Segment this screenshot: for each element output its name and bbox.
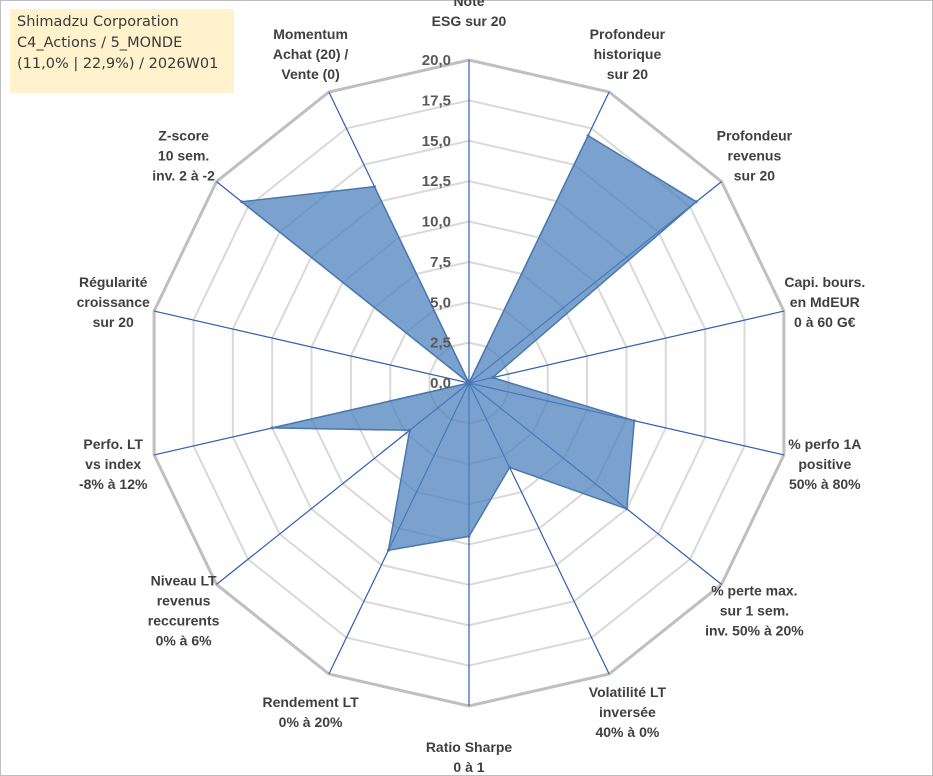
tick-label: 5,0 — [430, 294, 451, 311]
radar-tick-labels: 0,0 2,5 5,0 7,5 10,0 12,5 15,0 17,5 20,0 — [422, 52, 451, 392]
axis-spoke — [468, 310, 785, 384]
data-point — [632, 419, 636, 423]
axis-label: Capi. bours. en MdEUR 0 à 60 G€ — [784, 274, 865, 330]
axis-label: Régularité croissance sur 20 — [77, 274, 150, 330]
data-point — [467, 534, 471, 538]
info-box: Shimadzu Corporation C4_Actions / 5_MOND… — [10, 9, 234, 93]
axis-label: Rendement LT 0% à 20% — [262, 694, 359, 730]
axis-label: Z-score 10 sem. inv. 2 à -2 — [152, 127, 215, 183]
data-point — [625, 507, 629, 511]
data-point — [372, 185, 376, 189]
axis-label: Ratio Sharpe 0 à 1 — [426, 739, 513, 775]
axis-label: Note ESG sur 20 — [432, 0, 507, 29]
tick-label: 17,5 — [422, 92, 451, 109]
data-point — [694, 200, 698, 204]
radar-axis-labels: Note ESG sur 20 Profondeur historique sur 20… — [77, 0, 866, 775]
tick-label: 0,0 — [430, 375, 451, 392]
axis-label: Niveau LT revenus reccurents 0% à 6% — [148, 573, 220, 649]
axis-label: % perfo 1A positive 50% à 80% — [788, 436, 861, 492]
performance-week: (11,0% | 22,9%) / 2026W01 — [17, 56, 219, 72]
data-point — [408, 428, 412, 432]
company-name: Shimadzu Corporation — [17, 14, 179, 30]
tick-label: 20,0 — [422, 52, 451, 69]
data-point — [386, 548, 390, 552]
tick-label: 15,0 — [422, 133, 451, 150]
radar-series — [240, 134, 698, 552]
axis-label: Perfo. LT vs index -8% à 12% — [79, 436, 148, 492]
tick-label: 7,5 — [430, 254, 451, 271]
axis-label: Profondeur revenus sur 20 — [717, 127, 793, 183]
tick-label: 12,5 — [422, 173, 451, 190]
tick-label: 10,0 — [422, 214, 451, 231]
portfolio-category: C4_Actions / 5_MONDE — [17, 35, 183, 51]
axis-label: % perte max. sur 1 sem. inv. 50% à 20% — [705, 583, 804, 639]
axis-label: Momentum Achat (20) / Vente (0) — [273, 26, 349, 82]
data-point — [508, 465, 512, 469]
data-point — [491, 376, 495, 380]
axis-spoke — [153, 310, 470, 384]
axis-label: Volatilité LT inversée 40% à 0% — [589, 684, 667, 740]
axis-label: Profondeur historique sur 20 — [590, 26, 666, 82]
data-point — [467, 381, 471, 385]
data-point — [270, 426, 274, 430]
data-point — [586, 134, 590, 138]
data-point — [240, 200, 244, 204]
tick-label: 2,5 — [430, 335, 451, 352]
